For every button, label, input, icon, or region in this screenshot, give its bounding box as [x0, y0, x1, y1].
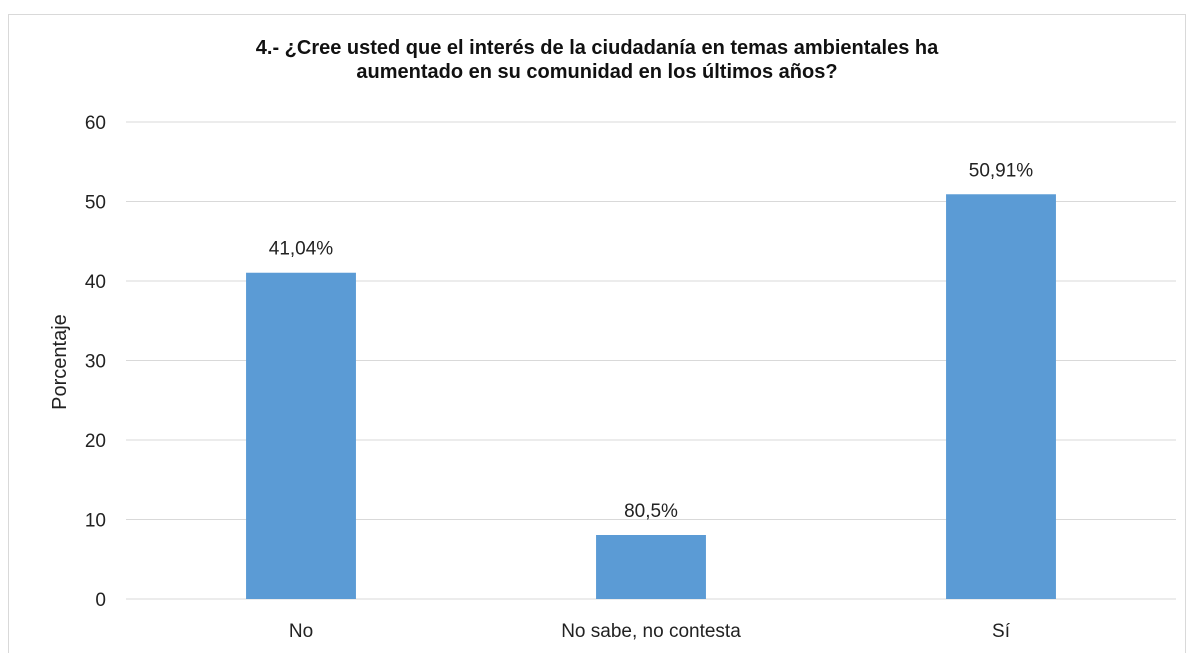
data-label: 50,91% — [969, 160, 1034, 181]
chart-title-line-1: 4.- ¿Cree usted que el interés de la ciu… — [255, 37, 939, 59]
chart-title-line-2: aumentado en su comunidad en los últimos… — [356, 61, 838, 83]
y-tick-label: 10 — [85, 511, 106, 532]
y-tick-label: 50 — [85, 193, 106, 214]
y-tick-label: 60 — [85, 113, 106, 134]
x-axis-ticks: No No sabe, no contesta Sí — [289, 621, 1011, 642]
data-label: 41,04% — [269, 239, 334, 260]
y-tick-label: 0 — [95, 590, 106, 611]
x-tick-label: Sí — [992, 621, 1011, 642]
y-axis-ticks: 0 10 20 30 40 50 60 — [85, 113, 106, 611]
bar — [596, 535, 706, 599]
y-tick-label: 40 — [85, 272, 106, 293]
x-tick-label: No — [289, 621, 313, 642]
y-axis-title: Porcentaje — [49, 314, 71, 410]
y-tick-label: 30 — [85, 352, 106, 373]
chart-title: 4.- ¿Cree usted que el interés de la ciu… — [0, 36, 1194, 84]
bars — [246, 194, 1056, 599]
bar — [946, 194, 1056, 599]
data-label: 80,5% — [624, 501, 678, 522]
bar — [246, 272, 356, 599]
x-tick-label: No sabe, no contesta — [561, 621, 741, 642]
data-labels: 41,04% 80,5% 50,91% — [269, 160, 1034, 522]
y-tick-label: 20 — [85, 431, 106, 452]
